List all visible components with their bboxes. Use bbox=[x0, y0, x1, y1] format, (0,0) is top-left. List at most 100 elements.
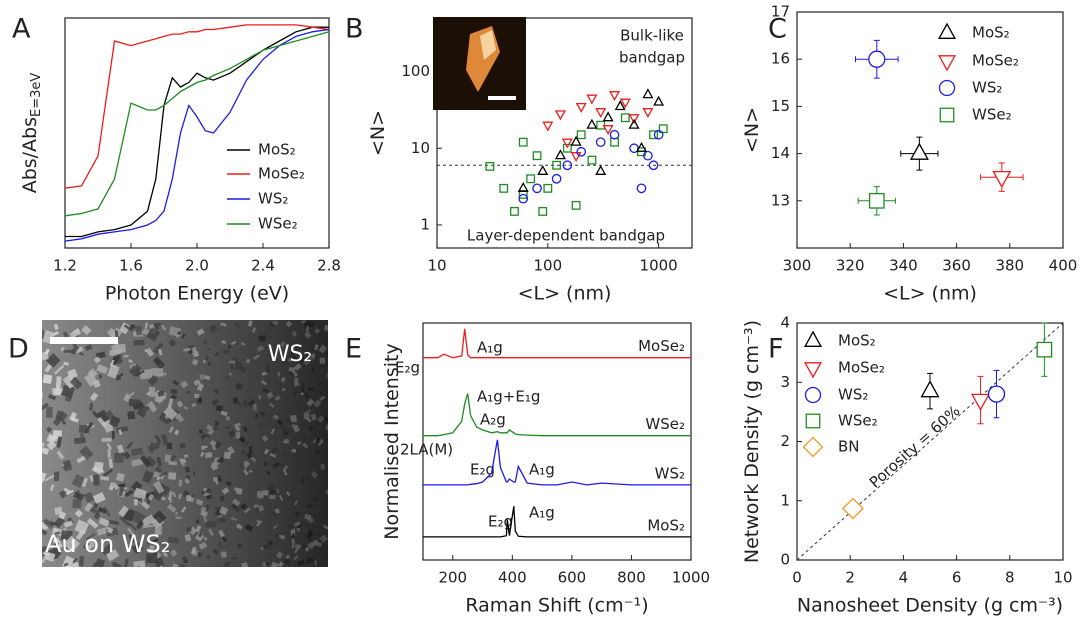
sem-grain bbox=[179, 442, 187, 449]
sem-grain bbox=[151, 490, 163, 502]
sem-grain bbox=[304, 513, 312, 521]
line bbox=[64, 28, 330, 242]
sem-grain bbox=[198, 541, 208, 550]
sem-grain bbox=[98, 517, 110, 527]
sem-grain bbox=[220, 551, 227, 558]
sem-grain bbox=[106, 327, 119, 340]
legend-label: BN bbox=[838, 438, 860, 456]
sem-grain bbox=[304, 390, 309, 399]
point bbox=[561, 138, 573, 149]
sem-grain bbox=[269, 452, 277, 458]
sem-grain bbox=[214, 457, 220, 460]
sem-grain bbox=[184, 466, 191, 473]
sem-grain bbox=[147, 442, 160, 453]
legend-label: WSe₂ bbox=[258, 215, 298, 233]
x-tick-label: 8 bbox=[1005, 569, 1015, 587]
sem-grain bbox=[310, 352, 316, 358]
sem-grain bbox=[219, 495, 225, 502]
sem-grain bbox=[268, 494, 276, 500]
point bbox=[570, 152, 582, 163]
legend-marker bbox=[805, 413, 821, 429]
panel-letter: C bbox=[768, 14, 787, 45]
sem-grain bbox=[133, 487, 148, 500]
sem-grain bbox=[197, 397, 203, 404]
point bbox=[649, 130, 658, 140]
sem-grain bbox=[301, 477, 304, 485]
y-axis-label-text: Network Density (g cm⁻³) bbox=[741, 320, 763, 563]
sem-grain bbox=[167, 398, 174, 409]
sem-grain bbox=[308, 426, 314, 432]
point bbox=[619, 98, 631, 109]
sem-grain bbox=[55, 376, 62, 388]
sem-grain bbox=[278, 424, 286, 431]
sem-grain bbox=[191, 358, 199, 366]
plot-frame bbox=[436, 17, 693, 249]
y-axis-label-text: Abs/Abs bbox=[19, 117, 41, 193]
sem-grain bbox=[53, 386, 64, 396]
sem-grain bbox=[147, 545, 155, 556]
sem-grain bbox=[91, 410, 100, 419]
sem-grain bbox=[262, 376, 271, 384]
sem-grain bbox=[158, 362, 163, 368]
point bbox=[609, 91, 621, 102]
sem-grain bbox=[297, 441, 302, 446]
point bbox=[554, 149, 567, 160]
legend-marker bbox=[803, 362, 823, 379]
sem-grain bbox=[63, 361, 69, 366]
sem-grain bbox=[310, 323, 319, 332]
sem-grain bbox=[313, 399, 322, 408]
line bbox=[423, 328, 691, 359]
legend-label: MoS₂ bbox=[258, 141, 296, 159]
sem-background bbox=[42, 320, 328, 567]
sem-grain bbox=[124, 489, 134, 498]
sem-grain bbox=[147, 493, 155, 501]
sem-grain bbox=[45, 352, 61, 368]
sem-grain bbox=[185, 390, 191, 394]
sem-grain bbox=[188, 526, 198, 536]
sem-grain bbox=[70, 345, 80, 356]
sem-grain bbox=[123, 558, 129, 567]
sem-grain bbox=[323, 324, 328, 332]
sem-grain bbox=[244, 523, 254, 532]
point bbox=[499, 183, 509, 193]
sem-grain bbox=[85, 532, 96, 541]
sem-grain bbox=[235, 400, 243, 408]
sem-grain bbox=[118, 429, 123, 436]
sem-grain bbox=[74, 509, 84, 518]
sem-grain bbox=[284, 438, 290, 444]
sem-grain bbox=[62, 331, 69, 338]
sem-grain bbox=[207, 361, 211, 366]
sem-grain bbox=[54, 364, 65, 375]
point bbox=[609, 129, 620, 140]
y-tick-label: 1 bbox=[780, 491, 790, 509]
sem-grain bbox=[253, 354, 260, 360]
sem-grain bbox=[174, 413, 180, 420]
sem-grain bbox=[42, 441, 46, 451]
sem-grain bbox=[233, 486, 240, 494]
y-axis-label-text: Normalised Intensity bbox=[381, 343, 403, 539]
sem-grain bbox=[301, 544, 307, 549]
sem-grain bbox=[105, 549, 120, 562]
sem-grain bbox=[53, 323, 59, 330]
point bbox=[642, 88, 654, 99]
annotation: Bulk-like bbox=[620, 27, 684, 45]
sem-grain bbox=[291, 448, 296, 453]
sem-grain bbox=[168, 339, 177, 347]
sem-grain bbox=[227, 446, 235, 455]
point bbox=[636, 141, 647, 152]
sem-grain bbox=[195, 532, 205, 542]
sem-grain bbox=[63, 562, 69, 567]
sem-grain bbox=[122, 451, 131, 460]
x-tick-label: 1000 bbox=[672, 569, 710, 587]
sem-grain bbox=[196, 551, 203, 558]
y-axis-label-subscript: E=3eV bbox=[29, 73, 44, 117]
x-tick-label: 10 bbox=[427, 257, 446, 275]
sem-grain bbox=[214, 480, 219, 485]
sem-grain bbox=[268, 540, 273, 546]
sem-grain bbox=[200, 433, 207, 440]
sem-grain bbox=[170, 388, 178, 394]
sem-grain bbox=[224, 375, 230, 381]
sem-grain bbox=[152, 356, 166, 369]
sem-grain bbox=[296, 527, 301, 532]
line bbox=[65, 26, 329, 238]
